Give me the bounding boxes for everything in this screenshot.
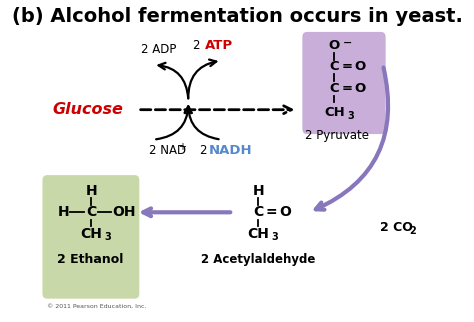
- Text: H: H: [85, 184, 97, 198]
- Text: 3: 3: [104, 232, 111, 242]
- Text: −: −: [343, 38, 353, 48]
- Text: H: H: [253, 184, 264, 198]
- Text: CH: CH: [247, 227, 269, 241]
- Text: 2: 2: [410, 226, 416, 236]
- Text: O: O: [355, 82, 366, 95]
- Text: 2: 2: [192, 39, 204, 52]
- Text: CH: CH: [324, 106, 345, 119]
- Text: NADH: NADH: [209, 144, 253, 157]
- Text: 3: 3: [272, 232, 278, 242]
- Text: +: +: [179, 142, 187, 152]
- Text: CH: CH: [80, 227, 102, 241]
- Text: O: O: [355, 61, 366, 73]
- Text: C: C: [86, 205, 96, 219]
- Text: (b) Alcohol fermentation occurs in yeast.: (b) Alcohol fermentation occurs in yeast…: [11, 7, 463, 26]
- Text: C: C: [253, 205, 264, 219]
- Text: 2 ADP: 2 ADP: [142, 43, 177, 56]
- FancyBboxPatch shape: [43, 175, 139, 298]
- Text: 2 NAD: 2 NAD: [149, 144, 187, 157]
- Text: O: O: [279, 205, 291, 219]
- Text: 2: 2: [200, 144, 211, 157]
- Text: 2 Ethanol: 2 Ethanol: [57, 253, 123, 266]
- Text: 3: 3: [347, 111, 355, 121]
- Text: =: =: [342, 82, 353, 95]
- FancyBboxPatch shape: [302, 32, 386, 134]
- Text: 2 CO: 2 CO: [380, 221, 413, 234]
- Text: H: H: [57, 205, 69, 219]
- Text: OH: OH: [112, 205, 136, 219]
- Text: C: C: [329, 61, 339, 73]
- Text: ATP: ATP: [205, 39, 233, 52]
- Text: © 2011 Pearson Education, Inc.: © 2011 Pearson Education, Inc.: [47, 303, 146, 308]
- Text: =: =: [265, 205, 277, 219]
- Text: 2 Acetylaldehyde: 2 Acetylaldehyde: [201, 253, 316, 266]
- Text: 2 Pyruvate: 2 Pyruvate: [305, 129, 369, 142]
- Text: =: =: [342, 61, 353, 73]
- Text: C: C: [329, 82, 339, 95]
- Text: Glucose: Glucose: [52, 102, 123, 117]
- Text: O: O: [328, 39, 340, 52]
